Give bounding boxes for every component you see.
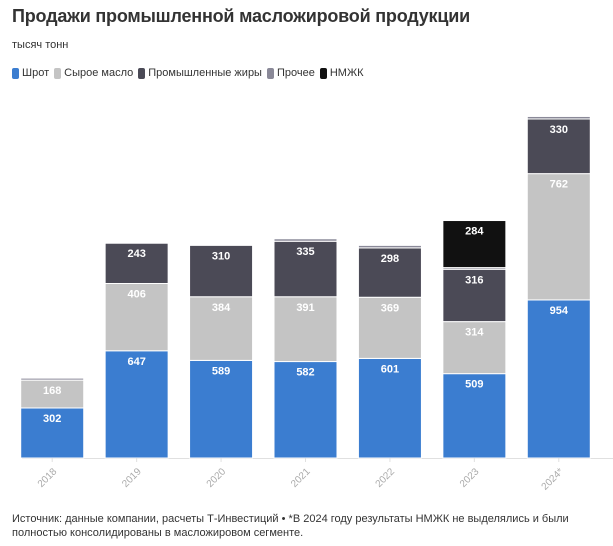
bar-segment [526, 118, 591, 175]
data-label: 369 [381, 302, 399, 314]
legend-swatch [12, 67, 19, 79]
footer-note: Источник: данные компании, расчеты Т-Инв… [12, 512, 612, 540]
data-label: 954 [550, 305, 569, 317]
legend-label: Промышленные жиры [148, 67, 262, 79]
bar-segment [189, 244, 254, 298]
x-tick-label: 2020 [205, 466, 229, 490]
bar-segment [104, 350, 169, 459]
footer-line-1: Источник: данные компании, расчеты Т-Инв… [12, 513, 569, 525]
legend-item: НМЖК [319, 67, 364, 79]
data-label: 316 [465, 274, 483, 286]
data-label: 647 [127, 356, 145, 368]
bar-segment [442, 321, 507, 375]
x-tick-label: 2019 [120, 466, 144, 490]
bar-segment [357, 244, 422, 249]
bar-segment [357, 247, 422, 298]
bar-segment [20, 377, 85, 381]
data-label: 284 [465, 226, 484, 238]
bar-segment [273, 238, 338, 242]
data-label: 601 [381, 363, 399, 375]
legend-item: Промышленные жиры [138, 67, 262, 79]
footer-line-2: полностью консолидированы в масложировом… [12, 527, 304, 539]
data-label: 168 [43, 385, 61, 397]
legend-swatch [138, 67, 146, 79]
bar-segment [273, 361, 338, 459]
data-label: 589 [212, 365, 230, 377]
bar-segment [442, 268, 507, 323]
x-tick-label: 2023 [458, 466, 482, 490]
data-label: 762 [550, 179, 568, 191]
legend-swatch [266, 67, 274, 79]
bar-segment [20, 379, 85, 409]
bar-segment [526, 115, 591, 120]
legend-label: Сырое масло [64, 67, 134, 79]
bar-segment [526, 299, 591, 459]
legend-label: Прочее [276, 67, 315, 79]
x-tick-label: 2024* [540, 466, 566, 492]
data-label: 302 [43, 413, 61, 425]
data-label: 310 [212, 250, 230, 262]
x-tick-label: 2018 [36, 466, 60, 490]
data-label: 335 [296, 246, 314, 258]
data-label: 509 [465, 379, 483, 391]
bar-segment [104, 283, 169, 352]
legend-label: Шрот [22, 67, 50, 79]
bar-segment [20, 407, 85, 459]
data-label: 314 [465, 327, 484, 339]
legend-item: Сырое масло [54, 67, 133, 79]
bar-segment [189, 359, 254, 459]
legend: Шрот Сырое масло Промышленные жиры Прочее НМ… [12, 67, 369, 79]
x-tick-label: 2022 [374, 466, 398, 490]
chart-subtitle: тысяч тонн [12, 39, 69, 51]
legend-swatch [54, 67, 62, 79]
data-label: 384 [212, 302, 231, 314]
legend-swatch [319, 67, 327, 79]
legend-label: НМЖК [329, 67, 364, 79]
legend-item: Прочее [266, 67, 315, 79]
legend-item: Шрот [12, 67, 49, 79]
data-label: 243 [127, 248, 145, 260]
bar-segment [357, 296, 422, 359]
bar-segment [526, 173, 591, 301]
bar-segment [104, 242, 169, 285]
data-label: 406 [127, 289, 145, 301]
chart-title: Продажи промышленной масложировой продук… [12, 6, 470, 26]
data-label: 330 [550, 124, 568, 136]
bar-segment [442, 220, 507, 269]
data-label: 391 [296, 302, 314, 314]
data-label: 298 [381, 253, 399, 265]
bar-segment [189, 296, 254, 361]
bar-segment [273, 240, 338, 298]
data-label: 582 [296, 367, 314, 379]
x-tick-label: 2021 [289, 466, 313, 490]
